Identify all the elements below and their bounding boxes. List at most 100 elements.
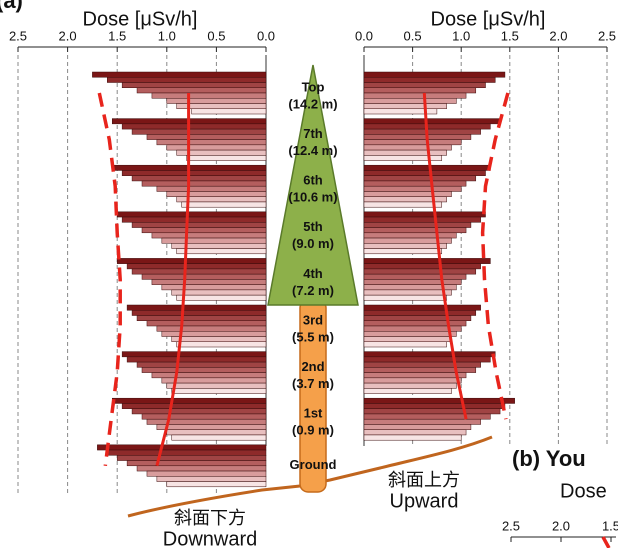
bar: [364, 134, 471, 139]
tree-height-label: (12.4 m): [288, 143, 337, 158]
bar: [364, 258, 490, 263]
bar: [364, 367, 476, 372]
bar: [364, 290, 451, 295]
bar: [142, 274, 266, 279]
bar: [97, 445, 266, 450]
x-tick-label: 2.5: [598, 28, 616, 43]
bar: [364, 331, 456, 336]
bar: [152, 93, 266, 98]
bar: [132, 176, 266, 181]
bar: [364, 88, 476, 93]
bar: [167, 191, 266, 196]
bar: [142, 414, 266, 419]
bar: [157, 424, 266, 429]
x-tick-label: 0.0: [355, 28, 373, 43]
bar: [364, 264, 481, 269]
tree-height-label: (5.5 m): [292, 329, 334, 344]
bar: [137, 316, 266, 321]
bar: [167, 98, 266, 103]
bar: [364, 212, 486, 217]
bar: [152, 233, 266, 238]
bar: [364, 295, 447, 300]
bar: [132, 269, 266, 274]
bar: [364, 279, 461, 284]
bar: [127, 264, 266, 269]
bar: [132, 222, 266, 227]
bar: [364, 191, 451, 196]
bar: [364, 233, 456, 238]
tree-level-label: 4th: [303, 266, 323, 281]
x-tick-label: 2.0: [549, 28, 567, 43]
bar: [162, 238, 266, 243]
tree-level-label: 6th: [303, 173, 323, 188]
bar: [162, 285, 266, 290]
bar: [157, 186, 266, 191]
bar: [122, 124, 266, 129]
x-tick-label: 0.0: [257, 28, 275, 43]
bar: [364, 388, 451, 393]
bar: [117, 258, 266, 263]
bar: [147, 321, 266, 326]
x-tick-label: 2.0: [59, 28, 77, 43]
bar: [364, 104, 447, 109]
bar: [117, 212, 266, 217]
bar: [364, 129, 481, 134]
bar: [132, 409, 266, 414]
bar: [364, 165, 490, 170]
bar: [177, 197, 266, 202]
bar: [107, 450, 266, 455]
bar: [364, 181, 466, 186]
tree-level-label: 5th: [303, 219, 323, 234]
bar: [132, 310, 266, 315]
bar: [364, 170, 486, 175]
bar: [172, 435, 266, 440]
tree-level-label: 3rd: [303, 312, 323, 327]
bar: [147, 471, 266, 476]
bar: [364, 435, 461, 440]
bar: [112, 398, 266, 403]
bar: [364, 383, 456, 388]
bar: [132, 129, 266, 134]
x-tick-label: 2.5: [502, 518, 520, 533]
bar: [122, 170, 266, 175]
bar: [364, 362, 481, 367]
bar: [364, 77, 495, 82]
bar: [167, 145, 266, 150]
bar: [364, 249, 442, 254]
bar: [137, 466, 266, 471]
bar: [127, 305, 266, 310]
bar: [364, 310, 476, 315]
bar: [364, 93, 466, 98]
bar: [364, 145, 451, 150]
bar: [364, 337, 451, 342]
page: (a) Dose [μSv/h] Dose [μSv/h] (b) You Do…: [0, 0, 618, 548]
bar: [167, 482, 266, 487]
bar: [364, 373, 466, 378]
x-tick-label: 1.0: [452, 28, 470, 43]
bar: [364, 424, 471, 429]
bar: [187, 155, 266, 160]
bar: [364, 243, 447, 248]
bar: [152, 279, 266, 284]
bar: [172, 388, 266, 393]
x-tick-label: 1.5: [602, 518, 618, 533]
bar: [182, 202, 266, 207]
bar: [364, 357, 490, 362]
bar: [364, 217, 481, 222]
bar: [122, 352, 266, 357]
bar: [364, 228, 466, 233]
tree-level-label: 2nd: [301, 359, 324, 374]
bar: [364, 321, 466, 326]
bar: [364, 140, 461, 145]
tree-height-label: (0.9 m): [292, 423, 334, 438]
bar: [364, 419, 481, 424]
bar: [364, 342, 447, 347]
bar: [364, 119, 500, 124]
bar: [177, 150, 266, 155]
bar: [122, 217, 266, 222]
bar: [192, 109, 266, 114]
bar: [364, 83, 486, 88]
bar: [117, 455, 266, 460]
x-tick-label: 0.5: [207, 28, 225, 43]
bar: [364, 274, 466, 279]
